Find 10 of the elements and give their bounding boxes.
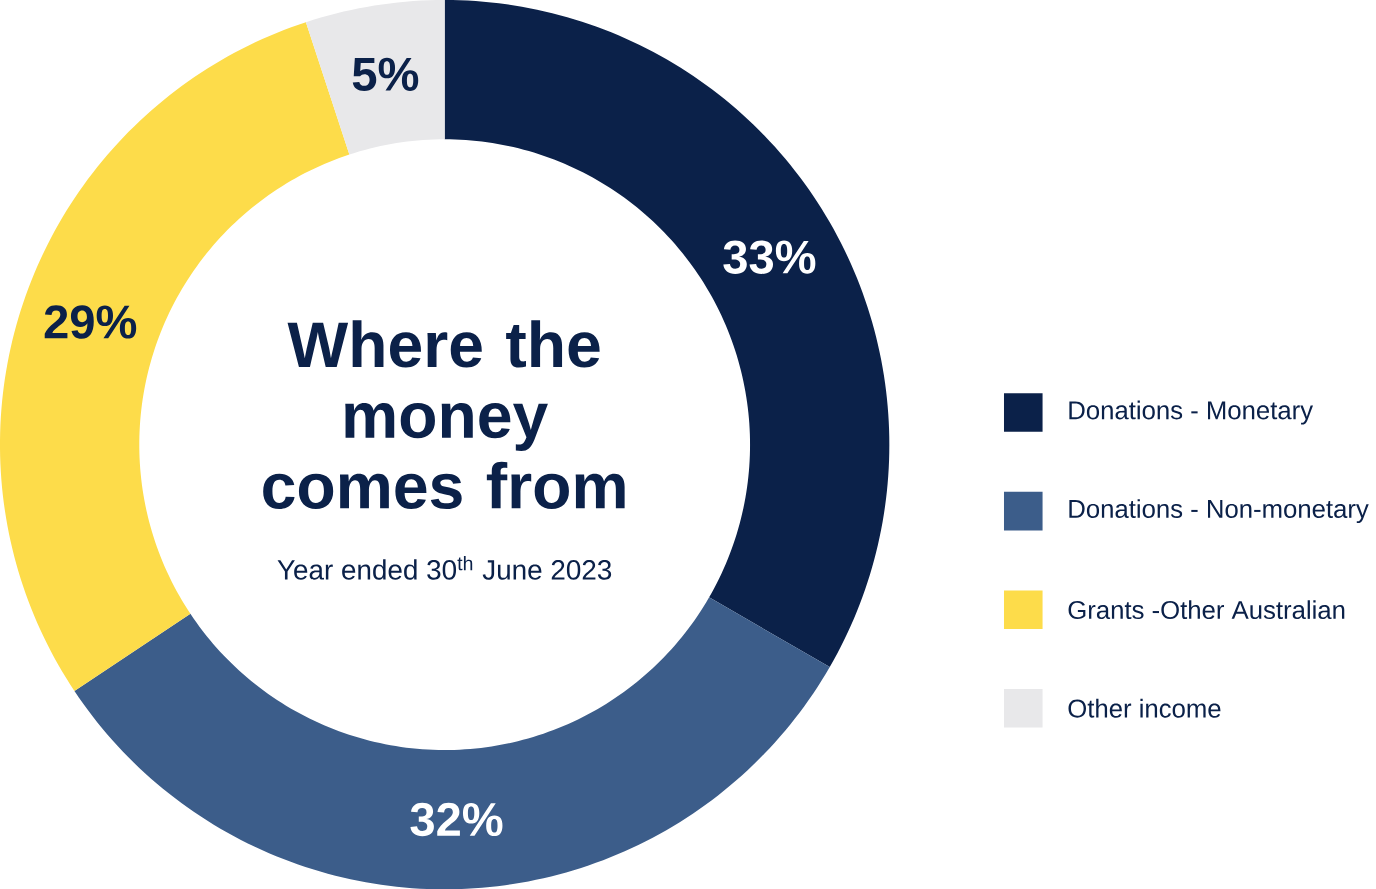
legend-label: Donations - Non-monetary xyxy=(1069,498,1369,523)
data-label: 33% xyxy=(723,240,816,274)
legend-label: Other income xyxy=(1068,698,1221,718)
data-label: 5% xyxy=(352,57,419,91)
text: Where the money comes from xyxy=(263,320,625,509)
legend-label: Donations - Monetary xyxy=(1069,400,1314,425)
data-label: 29% xyxy=(44,305,137,339)
text: Year ended 30$^{th}$ June 2023 xyxy=(277,555,612,580)
data-label: 32% xyxy=(410,802,503,837)
legend-label: Grants -Other Australian xyxy=(1068,600,1345,619)
